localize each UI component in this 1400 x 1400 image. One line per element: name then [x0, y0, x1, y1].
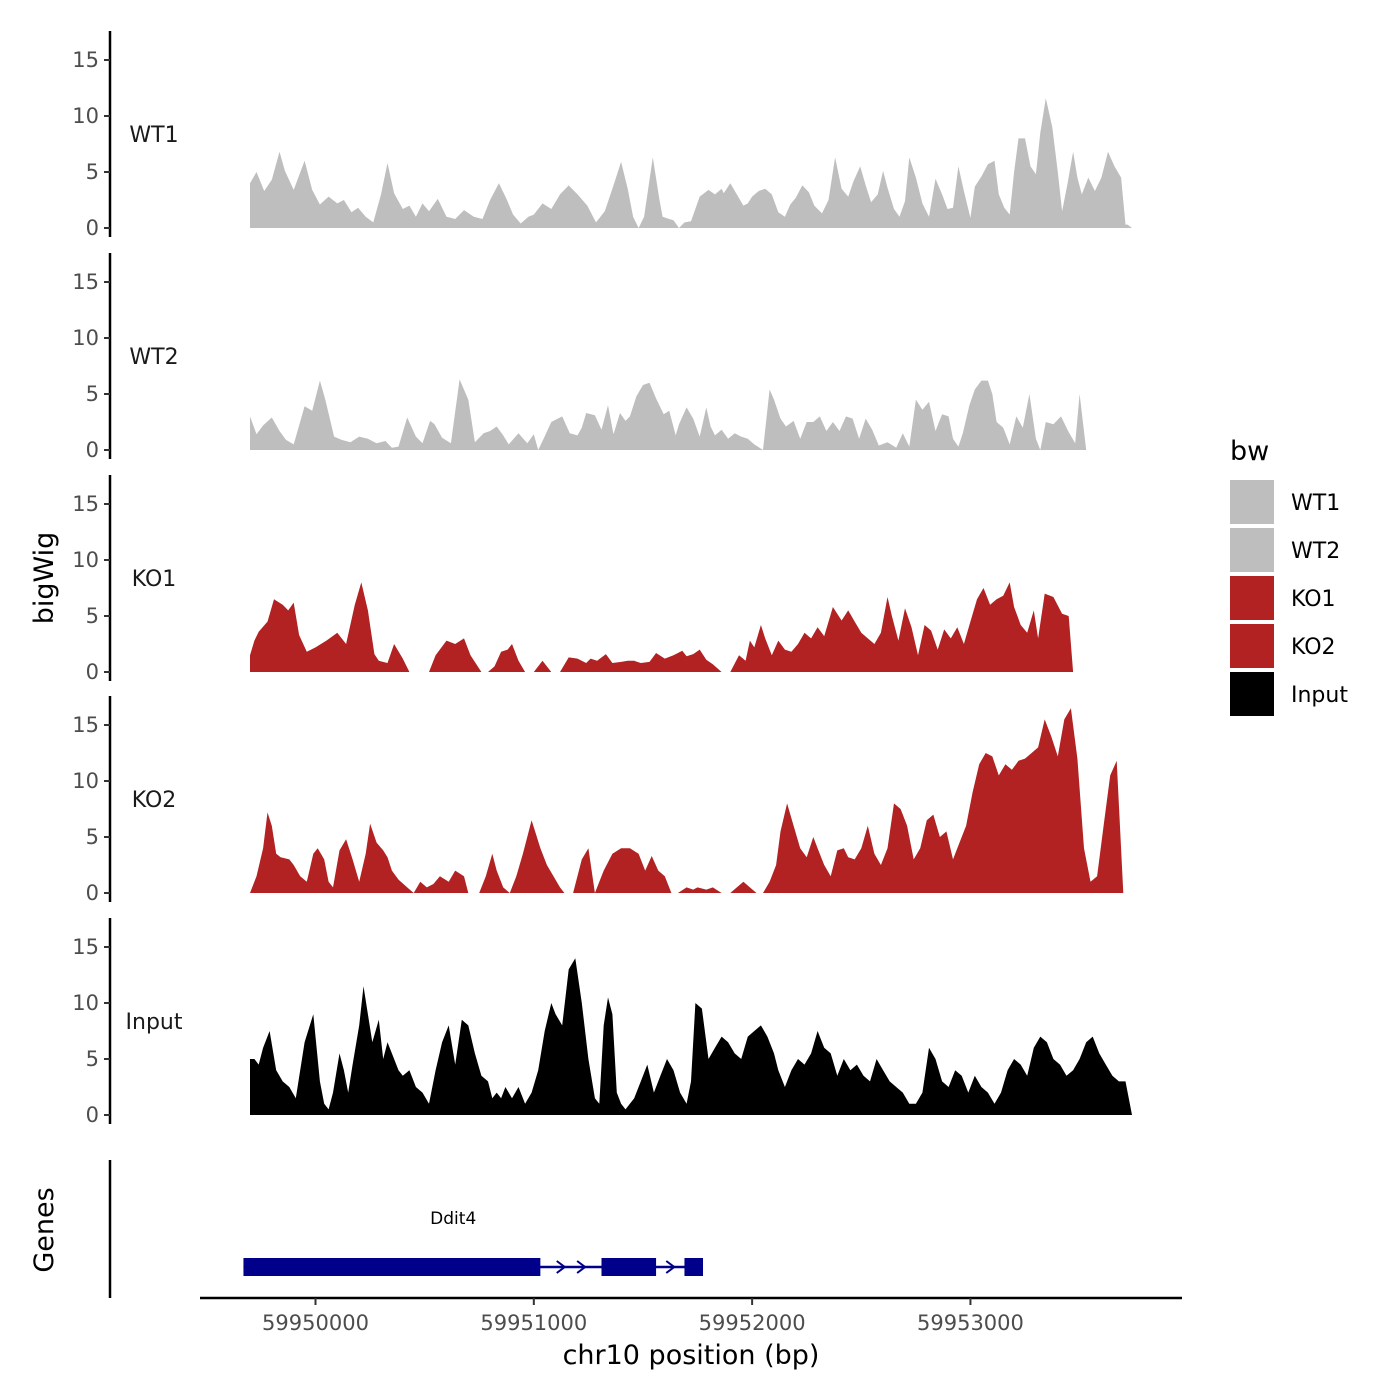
y-tick-label: 15 [72, 492, 99, 516]
area-ko2 [250, 708, 1132, 893]
strand-arrow [556, 1260, 567, 1274]
y-tick-label: 10 [72, 326, 99, 350]
legend-swatch-wt2 [1230, 528, 1274, 572]
track-ko2: 0 5 10 15 KO2 [72, 696, 1132, 905]
track-label: WT2 [129, 345, 178, 370]
legend-swatch-input [1230, 672, 1274, 716]
genes-panel: Ddit4 [108, 1160, 704, 1298]
x-tick-label: 59950000 [262, 1311, 369, 1335]
track-label: Input [126, 1010, 183, 1035]
legend-label-ko2: KO2 [1291, 635, 1336, 660]
tracks-layer: 0 5 10 15 WT1 0 5 10 15 WT2 0 5 10 15 KO1 0 5 10 15 KO2 0 5 10… [72, 31, 1132, 1127]
legend-swatch-wt1 [1230, 480, 1274, 524]
x-tick-label: 59953000 [917, 1311, 1024, 1335]
x-tick-label: 59951000 [480, 1311, 587, 1335]
y-tick-label: 5 [86, 160, 99, 184]
y-tick-label: 15 [72, 270, 99, 294]
legend-label-wt2: WT2 [1291, 539, 1340, 564]
y-tick-label: 5 [86, 1047, 99, 1071]
area-wt1 [250, 98, 1132, 228]
gene-label: Ddit4 [430, 1209, 476, 1229]
y-tick-label: 15 [72, 935, 99, 959]
y-tick-label: 0 [86, 881, 99, 905]
legend-swatch-ko1 [1230, 576, 1274, 620]
track-ko1: 0 5 10 15 KO1 [72, 475, 1124, 684]
area-wt2 [250, 379, 1132, 450]
x-axis: 59950000 59951000 59952000 59953000 [200, 1296, 1182, 1335]
y-tick-label: 5 [86, 382, 99, 406]
y-axis-title: bigWig [29, 532, 60, 625]
legend: bw WT1 WT2 KO1 KO2 Input [1230, 436, 1348, 716]
legend-title: bw [1230, 436, 1269, 467]
gene-exon [684, 1258, 704, 1276]
y-tick-label: 10 [72, 548, 99, 572]
strand-arrow [576, 1260, 587, 1274]
track-label: KO2 [132, 788, 177, 813]
legend-label-ko1: KO1 [1291, 587, 1336, 612]
y-tick-label: 5 [86, 825, 99, 849]
area-input [250, 958, 1132, 1115]
track-wt2: 0 5 10 15 WT2 [72, 253, 1132, 462]
track-wt1: 0 5 10 15 WT1 [72, 31, 1132, 240]
gene-ddit4: Ddit4 [243, 1209, 704, 1276]
x-axis-title: chr10 position (bp) [563, 1340, 820, 1371]
y-tick-label: 0 [86, 660, 99, 684]
track-label: WT1 [129, 123, 178, 148]
y-tick-label: 0 [86, 1103, 99, 1127]
strand-arrow [665, 1260, 676, 1274]
track-label: KO1 [132, 567, 177, 592]
y-tick-label: 10 [72, 104, 99, 128]
y-tick-label: 5 [86, 604, 99, 628]
legend-label-input: Input [1291, 683, 1348, 708]
x-tick-label: 59952000 [699, 1311, 806, 1335]
y-tick-label: 15 [72, 713, 99, 737]
legend-swatch-ko2 [1230, 624, 1274, 668]
gene-exon [601, 1258, 657, 1276]
y-tick-label: 10 [72, 991, 99, 1015]
area-ko1 [250, 582, 1124, 672]
y-tick-label: 15 [72, 48, 99, 72]
legend-label-wt1: WT1 [1291, 491, 1340, 516]
gene-exon [243, 1258, 541, 1276]
y-tick-label: 10 [72, 769, 99, 793]
genes-axis-title: Genes [29, 1187, 60, 1272]
track-input: 0 5 10 15 Input [72, 918, 1132, 1127]
y-tick-label: 0 [86, 438, 99, 462]
y-tick-label: 0 [86, 216, 99, 240]
